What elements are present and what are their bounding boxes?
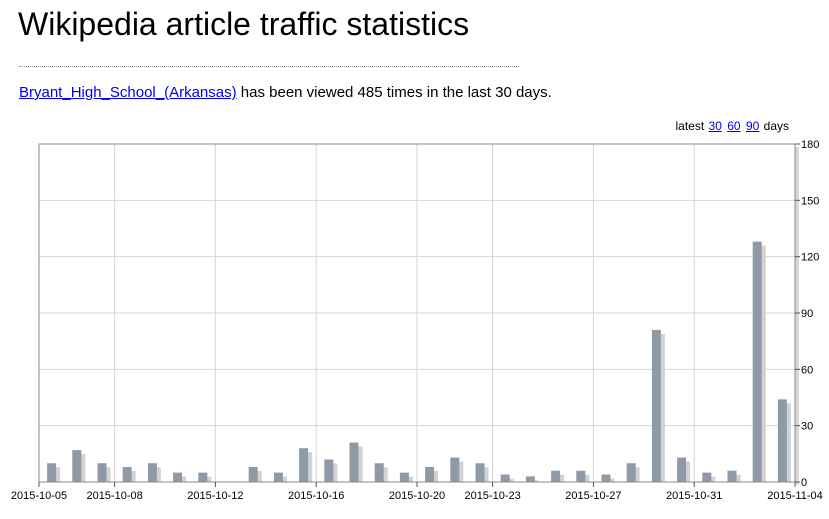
title-divider xyxy=(19,66,519,67)
bar xyxy=(198,472,208,482)
page-title: Wikipedia article traffic statistics xyxy=(18,6,470,42)
bar xyxy=(273,472,283,482)
bar xyxy=(349,442,359,482)
x-tick-label: 2015-10-16 xyxy=(288,490,344,502)
bar xyxy=(651,329,661,482)
range-90-link[interactable]: 90 xyxy=(745,119,760,133)
bar xyxy=(677,457,687,482)
bar xyxy=(626,463,636,482)
bar xyxy=(97,463,107,482)
bar xyxy=(248,466,258,482)
bar xyxy=(173,472,183,482)
y-tick-label: 180 xyxy=(801,139,819,151)
traffic-bar-chart: 0 30 60 90 120 150 180 2015-10-05 2015-10-08 2015… xyxy=(11,139,823,502)
bar xyxy=(147,463,157,482)
range-selector: latest 30 60 90 days xyxy=(676,119,790,133)
bar xyxy=(324,459,334,482)
x-tick-label: 2015-10-23 xyxy=(464,490,520,502)
y-tick-label: 150 xyxy=(801,195,819,207)
bar xyxy=(399,472,409,482)
x-tick-label: 2015-10-08 xyxy=(86,490,142,502)
bar xyxy=(475,463,485,482)
bar xyxy=(299,448,309,482)
range-prefix: latest xyxy=(675,119,705,133)
bar xyxy=(122,466,132,482)
bar xyxy=(551,470,561,482)
bar xyxy=(47,463,57,482)
bar xyxy=(777,399,787,482)
summary-line: Bryant_High_School_(Arkansas) has been v… xyxy=(19,84,552,101)
y-tick-label: 120 xyxy=(801,252,819,264)
x-tick-label: 2015-10-27 xyxy=(565,490,621,502)
range-30-link[interactable]: 30 xyxy=(708,119,722,133)
x-tick-label: 2015-11-04 xyxy=(767,490,822,502)
bar xyxy=(374,463,384,482)
x-tick-label: 2015-10-31 xyxy=(666,490,722,502)
bar xyxy=(576,470,586,482)
bar xyxy=(727,470,737,482)
y-tick-label: 30 xyxy=(801,421,813,433)
bar xyxy=(702,472,712,482)
bar xyxy=(500,474,510,482)
bar xyxy=(752,241,762,482)
summary-text: has been viewed 485 times in the last 30… xyxy=(236,84,552,101)
bar xyxy=(72,450,82,482)
x-tick-label: 2015-10-20 xyxy=(389,490,445,502)
y-tick-label: 90 xyxy=(801,308,813,320)
bar xyxy=(525,476,535,482)
bar xyxy=(450,457,460,482)
plot-shadow xyxy=(795,147,799,485)
y-tick-label: 0 xyxy=(801,477,807,489)
range-60-link[interactable]: 60 xyxy=(727,119,741,133)
x-tick-label: 2015-10-05 xyxy=(11,490,67,502)
x-tick-label: 2015-10-12 xyxy=(187,490,243,502)
article-link[interactable]: Bryant_High_School_(Arkansas) xyxy=(19,84,237,101)
bar xyxy=(425,466,435,482)
y-tick-label: 60 xyxy=(801,364,813,376)
range-suffix: days xyxy=(763,119,789,133)
bar xyxy=(601,474,611,482)
